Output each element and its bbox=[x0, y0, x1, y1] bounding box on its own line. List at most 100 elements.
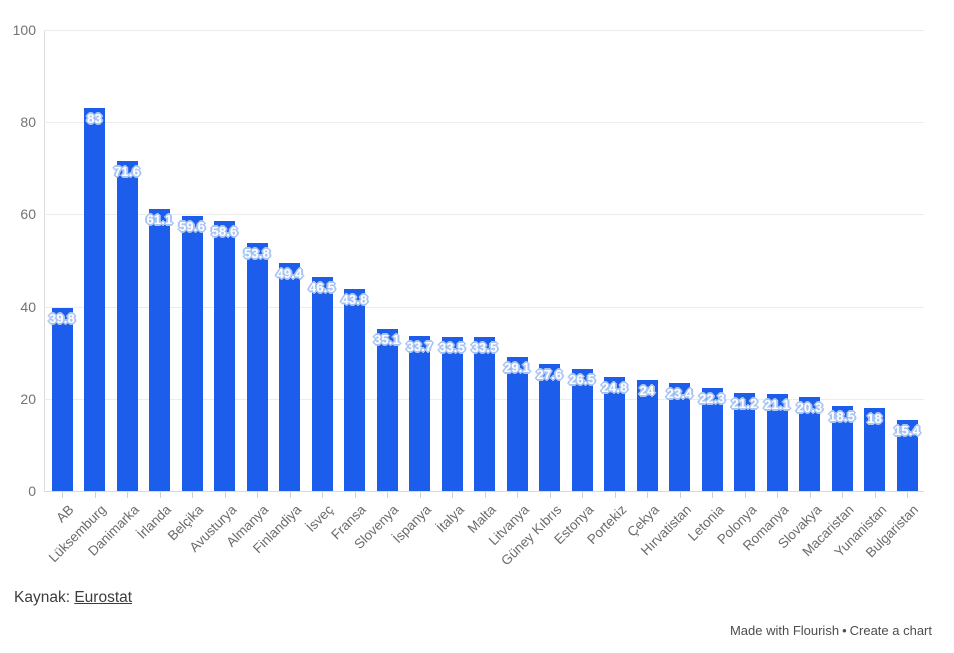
bar-value-label: 71.6 bbox=[113, 163, 141, 179]
x-axis-tick bbox=[289, 492, 291, 498]
bar[interactable] bbox=[116, 160, 138, 491]
bar-value-label: 46.5 bbox=[308, 279, 336, 295]
bar-value-label: 27.6 bbox=[536, 366, 563, 382]
x-axis-tick bbox=[777, 492, 778, 498]
y-axis-tick-label: 0 bbox=[28, 483, 36, 499]
bar[interactable] bbox=[311, 276, 333, 491]
bar-value-label: 29.1 bbox=[503, 359, 531, 375]
bar-value-label: 49.4 bbox=[276, 266, 303, 282]
bar[interactable] bbox=[344, 289, 365, 491]
bar[interactable] bbox=[636, 380, 658, 491]
x-axis-tick bbox=[419, 492, 421, 498]
y-axis-tick-label: 40 bbox=[20, 298, 36, 315]
x-axis-tick bbox=[679, 492, 681, 498]
bar[interactable] bbox=[896, 420, 918, 491]
source-label: Kaynak: bbox=[14, 589, 71, 606]
bar-value-label: 20.3 bbox=[796, 400, 823, 416]
bar-value-label: 24 bbox=[639, 383, 655, 399]
bar-value-label: 39.8 bbox=[48, 310, 76, 326]
bar[interactable] bbox=[246, 242, 268, 491]
bar-value-label: 58.6 bbox=[211, 223, 238, 239]
x-axis-tick bbox=[484, 492, 486, 498]
made-with-flourish-link[interactable]: Made with Flourish bbox=[729, 623, 840, 638]
bar[interactable] bbox=[506, 356, 528, 491]
x-axis-tick bbox=[907, 492, 908, 498]
bar[interactable] bbox=[181, 216, 203, 491]
bar[interactable] bbox=[799, 397, 820, 491]
create-a-chart-link[interactable]: Create a chart bbox=[849, 623, 932, 638]
x-axis-label: İtalya bbox=[433, 502, 467, 536]
bar[interactable] bbox=[409, 335, 430, 491]
bar-value-label: 22.3 bbox=[698, 391, 726, 407]
bar-value-label: 33.5 bbox=[438, 339, 466, 355]
bar-value-label: 35.1 bbox=[373, 332, 401, 348]
y-axis-tick-label: 100 bbox=[12, 22, 36, 38]
bar[interactable] bbox=[51, 307, 73, 491]
bar-value-label: 15.4 bbox=[893, 423, 921, 438]
bar[interactable] bbox=[571, 368, 593, 491]
bar-value-label: 23.4 bbox=[666, 386, 693, 402]
bar[interactable] bbox=[864, 408, 885, 491]
x-axis-tick bbox=[614, 492, 616, 498]
x-axis-tick bbox=[192, 492, 193, 498]
x-axis-tick bbox=[874, 492, 876, 498]
bar-value-label: 18.5 bbox=[828, 408, 856, 424]
x-axis-tick bbox=[159, 492, 161, 498]
y-axis-tick-label: 80 bbox=[20, 114, 36, 131]
bar[interactable] bbox=[766, 393, 788, 491]
bar[interactable] bbox=[701, 388, 723, 491]
bar[interactable] bbox=[831, 405, 853, 491]
bar[interactable] bbox=[474, 336, 495, 491]
bar-value-label: 53.8 bbox=[243, 245, 271, 261]
x-axis-tick bbox=[257, 492, 258, 498]
x-axis-tick bbox=[647, 492, 648, 498]
bar[interactable] bbox=[669, 383, 690, 491]
bar[interactable] bbox=[734, 393, 755, 491]
gridline bbox=[44, 122, 924, 124]
bar-value-label: 33.5 bbox=[471, 339, 498, 355]
bar[interactable] bbox=[84, 108, 105, 491]
x-axis-tick bbox=[842, 492, 843, 498]
bar[interactable] bbox=[279, 263, 300, 491]
gridline bbox=[44, 30, 924, 31]
gridline bbox=[44, 306, 924, 308]
bar[interactable] bbox=[604, 376, 625, 491]
bar-value-label: 61.1 bbox=[146, 212, 173, 228]
x-axis-tick bbox=[744, 492, 746, 498]
bar[interactable] bbox=[149, 209, 170, 491]
x-axis-tick bbox=[94, 492, 96, 498]
x-axis-tick bbox=[809, 492, 811, 498]
x-axis-tick bbox=[127, 492, 128, 498]
bar-value-label: 43.8 bbox=[341, 292, 368, 308]
bar-value-label: 26.5 bbox=[568, 371, 596, 387]
bar-value-label: 18 bbox=[867, 411, 882, 427]
bar[interactable] bbox=[214, 220, 235, 491]
x-axis-tick bbox=[517, 492, 518, 498]
x-axis-tick bbox=[322, 492, 323, 498]
bar-value-label: 59.6 bbox=[178, 219, 206, 235]
bar-value-label: 21.2 bbox=[731, 396, 758, 412]
x-axis-tick bbox=[224, 492, 226, 498]
bar[interactable] bbox=[539, 363, 560, 491]
bar[interactable] bbox=[441, 336, 463, 491]
bar[interactable] bbox=[376, 329, 398, 491]
x-axis-tick bbox=[62, 492, 63, 498]
x-axis-tick bbox=[452, 492, 453, 498]
x-axis-tick bbox=[387, 492, 388, 498]
x-axis-tick bbox=[354, 492, 356, 498]
flourish-credit: Made with Flourish • Create a chart bbox=[730, 623, 932, 638]
x-axis-tick bbox=[712, 492, 713, 498]
gridline bbox=[44, 214, 924, 216]
y-axis-line bbox=[44, 30, 45, 491]
source-line: Kaynak: Eurostat bbox=[14, 589, 132, 607]
x-axis-tick bbox=[582, 492, 583, 498]
bar-value-label: 33.7 bbox=[406, 338, 433, 354]
source-link[interactable]: Eurostat bbox=[74, 589, 133, 606]
y-axis-tick-label: 20 bbox=[20, 390, 36, 407]
x-axis-tick bbox=[549, 492, 551, 498]
x-axis-label: AB bbox=[53, 502, 77, 526]
bar-value-label: 24.8 bbox=[601, 379, 628, 395]
bar-value-label: 83 bbox=[87, 111, 102, 127]
